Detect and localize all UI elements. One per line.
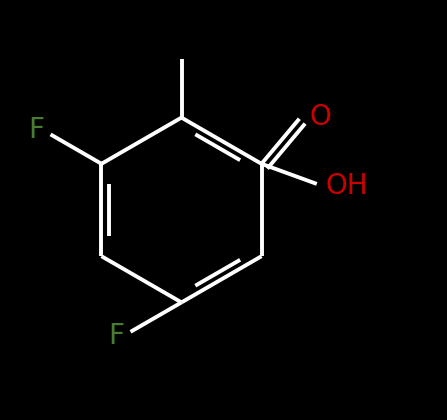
Text: O: O xyxy=(310,102,332,131)
Text: F: F xyxy=(28,116,44,144)
Text: F: F xyxy=(108,322,124,350)
Text: OH: OH xyxy=(325,172,368,200)
